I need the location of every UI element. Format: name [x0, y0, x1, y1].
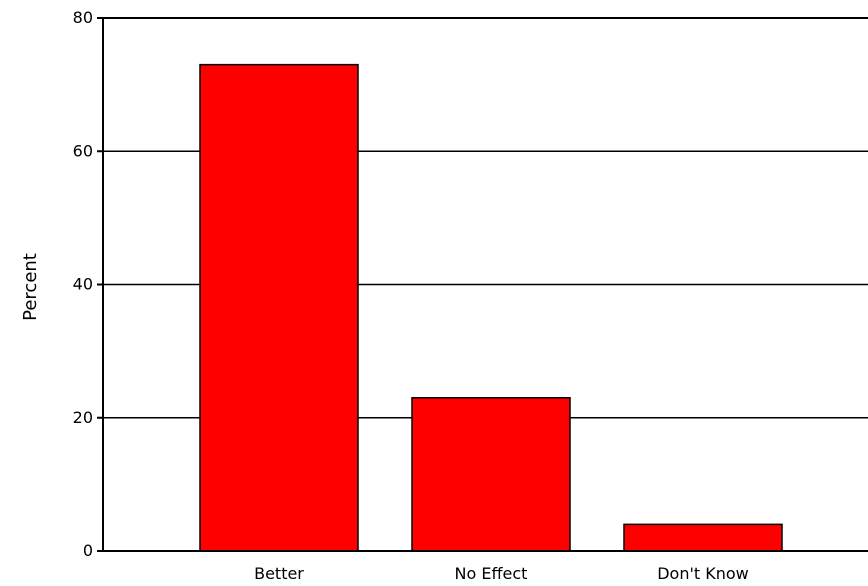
bar [623, 523, 783, 552]
x-tick-label: No Effect [455, 564, 528, 583]
y-ticks: 0 20 40 60 80 [73, 8, 103, 560]
bar [199, 63, 359, 552]
x-tick-labels: Better No Effect Don't Know [254, 564, 749, 583]
bars [199, 63, 783, 552]
y-axis-title: Percent [20, 253, 41, 321]
x-tick-label: Don't Know [657, 564, 749, 583]
y-tick-label: 80 [73, 8, 93, 27]
y-tick-label: 20 [73, 408, 93, 427]
y-tick-label: 60 [73, 141, 93, 160]
y-tick-label: 40 [73, 275, 93, 294]
y-tick-label: 0 [83, 541, 93, 560]
bar [411, 397, 571, 552]
x-tick-label: Better [254, 564, 304, 583]
